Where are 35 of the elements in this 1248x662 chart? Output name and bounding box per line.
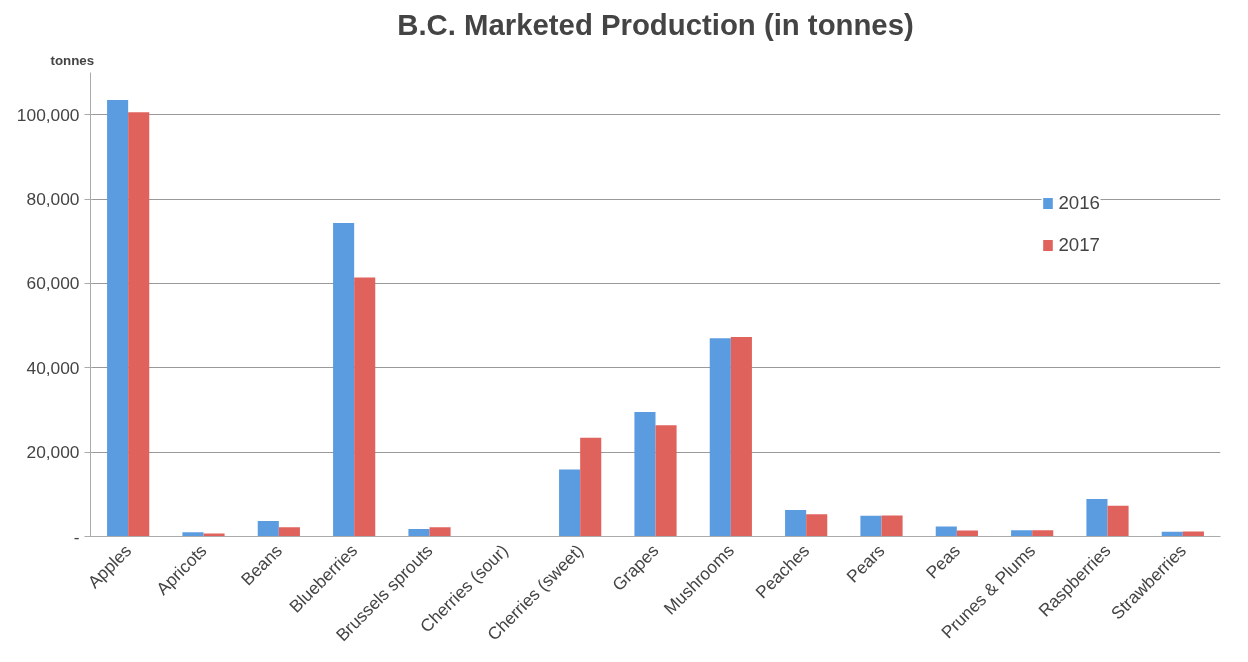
bar	[1086, 498, 1108, 537]
bar	[182, 532, 204, 537]
bar	[354, 277, 376, 537]
bar	[278, 527, 300, 537]
bar	[1182, 531, 1204, 537]
legend-label: 2017	[1058, 234, 1100, 256]
bar	[860, 515, 882, 537]
bar	[1107, 505, 1129, 537]
y-tick-label: 60,000	[26, 273, 80, 294]
legend-label: 2016	[1058, 192, 1100, 214]
bar	[730, 336, 752, 537]
bar	[881, 515, 903, 537]
y-tick-label: 40,000	[26, 357, 80, 378]
bar	[634, 412, 656, 537]
bar	[1032, 530, 1054, 537]
bar	[935, 526, 957, 537]
bar	[333, 223, 355, 537]
bar	[655, 425, 677, 537]
bar	[107, 99, 129, 537]
y-tick-label: 20,000	[26, 442, 80, 463]
y-tick-label: 80,000	[26, 189, 80, 210]
y-tick-label: -	[73, 526, 80, 547]
y-axis-title: tonnes	[50, 52, 95, 68]
bar	[429, 527, 451, 537]
bar	[580, 437, 602, 537]
bar	[559, 469, 581, 537]
bar	[257, 520, 279, 537]
bar	[806, 514, 828, 537]
bar	[408, 528, 430, 537]
bar	[709, 338, 731, 537]
bar	[785, 509, 807, 537]
bar	[1011, 530, 1033, 537]
y-tick-label: 100,000	[16, 104, 80, 125]
chart-title: B.C. Marketed Production (in tonnes)	[397, 7, 914, 41]
bar	[128, 112, 150, 537]
